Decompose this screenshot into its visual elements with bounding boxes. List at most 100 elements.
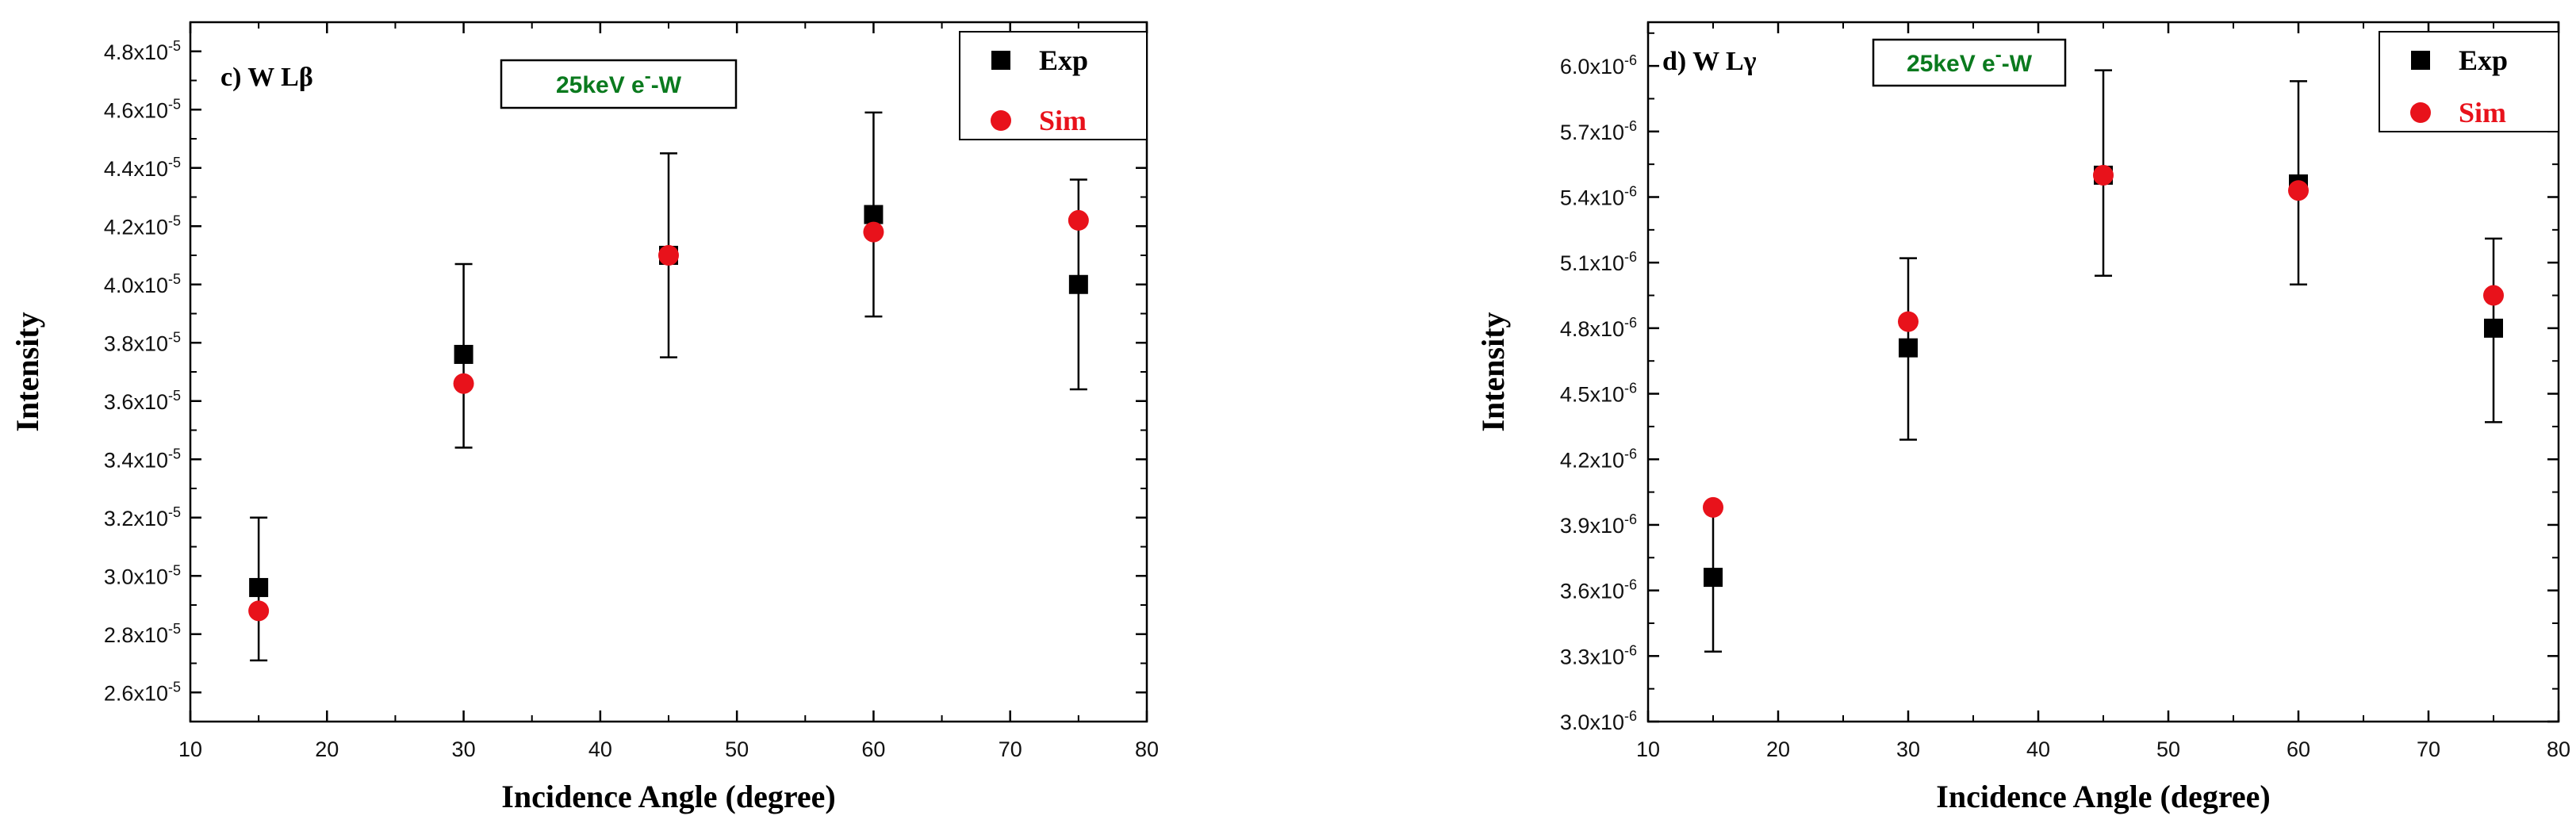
exp-point (2484, 318, 2503, 338)
badge-text: 25keV e--W (1907, 44, 2033, 77)
exp-point (1704, 568, 1723, 588)
y-tick-exponent: -5 (168, 38, 181, 54)
y-tick-mantissa: 3.0x10 (104, 565, 168, 588)
y-tick-mantissa: 3.6x10 (1560, 580, 1624, 603)
y-tick-mantissa: 4.8x10 (104, 40, 168, 64)
sim-point (1068, 209, 1089, 231)
y-tick-mantissa: 3.8x10 (104, 331, 168, 355)
y-tick-label: 2.8x10-5 (104, 621, 181, 647)
x-tick-label: 50 (2156, 737, 2180, 761)
legend-label-exp: Exp (2459, 44, 2508, 76)
y-tick-label: 3.0x10-6 (1560, 708, 1637, 734)
y-tick-mantissa: 3.4x10 (104, 448, 168, 472)
exp-point (249, 577, 269, 597)
y-tick-mantissa: 5.4x10 (1560, 186, 1624, 210)
y-tick-mantissa: 5.7x10 (1560, 121, 1624, 144)
x-tick-label: 10 (1636, 737, 1660, 761)
y-tick-label: 3.3x10-6 (1560, 642, 1637, 668)
y-tick-label: 5.1x10-6 (1560, 249, 1637, 275)
legend-label-exp: Exp (1039, 44, 1088, 76)
y-tick-mantissa: 4.6x10 (104, 98, 168, 122)
exp-point (1899, 338, 1918, 358)
y-tick-label: 4.2x10-6 (1560, 446, 1637, 472)
badge-box (1872, 38, 2067, 87)
panel-label: d) W Lγ (1662, 47, 1757, 76)
badge-suffix: -W (2002, 51, 2033, 77)
y-axis-title: Intensity (1475, 312, 1511, 431)
badge-sup: - (645, 66, 651, 87)
y-tick-exponent: -5 (168, 329, 181, 345)
y-tick-mantissa: 3.2x10 (104, 507, 168, 530)
badge-sup: - (1995, 44, 2002, 66)
y-tick-label: 4.2x10-5 (104, 213, 181, 239)
y-tick-exponent: -6 (1624, 381, 1637, 396)
x-tick-label: 80 (1135, 737, 1159, 761)
sim-point (2093, 164, 2114, 186)
y-tick-exponent: -5 (168, 155, 181, 170)
y-tick-exponent: -6 (1624, 315, 1637, 331)
legend-label-sim: Sim (2459, 97, 2506, 128)
x-tick-label: 80 (2547, 737, 2570, 761)
y-tick-exponent: -5 (168, 504, 181, 520)
sim-point (1703, 496, 1723, 518)
y-tick-exponent: -6 (1624, 52, 1637, 68)
y-tick-exponent: -5 (168, 621, 181, 637)
exp-point (1068, 274, 1088, 294)
y-tick-exponent: -5 (168, 213, 181, 228)
y-tick-label: 3.2x10-5 (104, 504, 181, 530)
y-tick-label: 4.6x10-5 (104, 96, 181, 122)
y-tick-exponent: -6 (1624, 118, 1637, 134)
sim-point (2288, 180, 2309, 201)
y-tick-label: 5.4x10-6 (1560, 184, 1637, 210)
legend-box (2379, 31, 2559, 132)
chart-panel-d-w-lgamma: 10 20 30 40 50 60 70 803.0x10-63.3x10-63.6x10-6… (1475, 21, 2570, 814)
legend-marker-sim (2410, 102, 2431, 123)
x-tick-label: 50 (725, 737, 749, 761)
badge-prefix: 25keV e (556, 72, 645, 98)
x-tick-label: 20 (1766, 737, 1790, 761)
y-tick-mantissa: 4.5x10 (1560, 383, 1624, 407)
y-tick-mantissa: 4.4x10 (104, 157, 168, 181)
y-tick-exponent: -6 (1624, 249, 1637, 265)
legend-label-sim: Sim (1039, 105, 1087, 136)
y-tick-mantissa: 4.0x10 (104, 274, 168, 297)
y-tick-label: 4.0x10-5 (104, 271, 181, 297)
legend-marker-exp (2411, 51, 2430, 70)
panel-label: c) W Lβ (220, 63, 313, 92)
x-tick-label: 30 (452, 737, 476, 761)
y-tick-mantissa: 3.0x10 (1560, 710, 1624, 734)
chart-panel-c-w-lbeta: 10 20 30 40 50 60 70 802.6x10-52.8x10-53.0x10-5… (10, 21, 1159, 814)
y-tick-mantissa: 4.2x10 (1560, 448, 1624, 472)
y-tick-label: 3.4x10-5 (104, 446, 181, 472)
y-tick-exponent: -5 (168, 96, 181, 112)
x-tick-label: 10 (178, 737, 202, 761)
y-tick-mantissa: 3.3x10 (1560, 645, 1624, 668)
y-tick-exponent: -5 (168, 388, 181, 404)
y-tick-exponent: -5 (168, 271, 181, 287)
legend-marker-exp (991, 51, 1010, 70)
legend-marker-sim (991, 110, 1011, 131)
x-tick-label: 60 (861, 737, 885, 761)
y-tick-exponent: -5 (168, 446, 181, 461)
x-tick-label: 40 (2026, 737, 2050, 761)
sim-point (1898, 311, 1919, 332)
x-tick-label: 20 (315, 737, 339, 761)
x-tick-label: 40 (588, 737, 612, 761)
y-tick-exponent: -5 (168, 562, 181, 578)
y-tick-mantissa: 2.8x10 (104, 623, 168, 647)
y-tick-mantissa: 6.0x10 (1560, 55, 1624, 79)
x-axis-title: Incidence Angle (degree) (1936, 779, 2270, 814)
sim-point (453, 373, 474, 394)
exp-point (864, 205, 884, 224)
y-tick-label: 3.6x10-6 (1560, 577, 1637, 603)
sim-point (658, 245, 679, 266)
x-tick-label: 30 (1896, 737, 1920, 761)
y-tick-label: 3.0x10-5 (104, 562, 181, 588)
y-tick-exponent: -6 (1624, 184, 1637, 200)
y-tick-label: 3.8x10-5 (104, 329, 181, 355)
exp-point (454, 344, 473, 364)
y-tick-label: 6.0x10-6 (1560, 52, 1637, 79)
y-tick-label: 3.9x10-6 (1560, 511, 1637, 538)
y-tick-label: 3.6x10-5 (104, 388, 181, 414)
badge-suffix: -W (651, 72, 682, 98)
